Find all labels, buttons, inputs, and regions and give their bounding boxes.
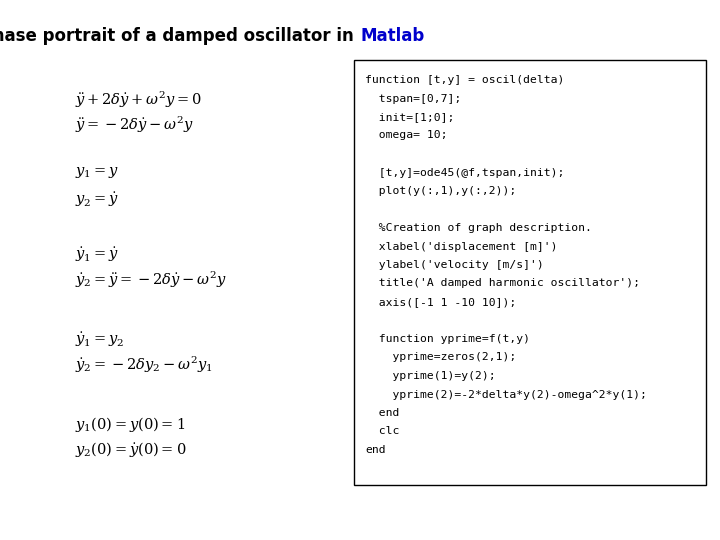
Text: $\ddot{y} + 2\delta\dot{y} + \omega^2 y = 0$: $\ddot{y} + 2\delta\dot{y} + \omega^2 y … [75,90,202,110]
Text: yprime=zeros(2,1);: yprime=zeros(2,1); [365,353,516,362]
Text: $y_2(0) = \dot{y}(0) = 0$: $y_2(0) = \dot{y}(0) = 0$ [75,440,186,459]
Text: $\dot{y}_2 = \ddot{y} = -2\delta\dot{y} - \omega^2 y$: $\dot{y}_2 = \ddot{y} = -2\delta\dot{y} … [75,270,227,291]
Text: $y_2 = \dot{y}$: $y_2 = \dot{y}$ [75,190,119,208]
Text: %Creation of graph description.: %Creation of graph description. [365,223,592,233]
Text: $\dot{y}_1 = y_2$: $\dot{y}_1 = y_2$ [75,330,125,349]
Text: tspan=[0,7];: tspan=[0,7]; [365,93,462,104]
Text: $y_1 = y$: $y_1 = y$ [75,165,119,180]
Text: axis([-1 1 -10 10]);: axis([-1 1 -10 10]); [365,297,516,307]
Text: Matlab: Matlab [360,27,424,45]
Text: plot(y(:,1),y(:,2));: plot(y(:,1),y(:,2)); [365,186,516,196]
Text: yprime(1)=y(2);: yprime(1)=y(2); [365,371,495,381]
Text: Creating a phase portrait of a damped oscillator in: Creating a phase portrait of a damped os… [0,27,360,45]
Text: $y_1(0) = y(0) = 1$: $y_1(0) = y(0) = 1$ [75,415,185,434]
Text: [t,y]=ode45(@f,tspan,init);: [t,y]=ode45(@f,tspan,init); [365,167,564,178]
Text: end: end [365,408,400,418]
Text: title('A damped harmonic oscillator');: title('A damped harmonic oscillator'); [365,279,640,288]
Text: init=[1;0];: init=[1;0]; [365,112,454,122]
Text: function [t,y] = oscil(delta): function [t,y] = oscil(delta) [365,75,564,85]
Text: $\dot{y}_1 = \dot{y}$: $\dot{y}_1 = \dot{y}$ [75,245,119,264]
Text: xlabel('displacement [m]'): xlabel('displacement [m]') [365,241,557,252]
Text: clc: clc [365,427,400,436]
Bar [354,60,706,485]
Text: ylabel('velocity [m/s]'): ylabel('velocity [m/s]') [365,260,544,270]
Text: yprime(2)=-2*delta*y(2)-omega^2*y(1);: yprime(2)=-2*delta*y(2)-omega^2*y(1); [365,389,647,400]
Text: $\dot{y}_2 = -2\delta y_2 - \omega^2 y_1$: $\dot{y}_2 = -2\delta y_2 - \omega^2 y_1… [75,355,212,375]
Text: end: end [365,445,386,455]
Text: $\ddot{y} = -2\delta\dot{y} - \omega^2 y$: $\ddot{y} = -2\delta\dot{y} - \omega^2 y… [75,115,194,136]
Text: omega= 10;: omega= 10; [365,131,448,140]
Text: function yprime=f(t,y): function yprime=f(t,y) [365,334,530,344]
